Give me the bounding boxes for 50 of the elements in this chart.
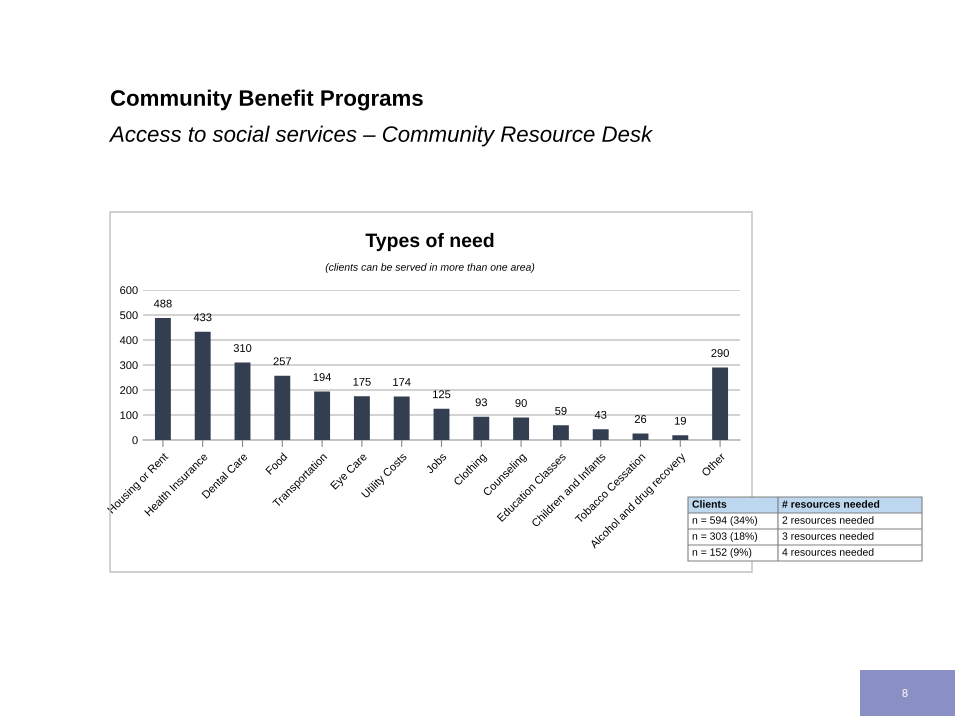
chart-title: Types of need xyxy=(366,232,494,252)
text: n = 152 (9%) xyxy=(692,548,752,558)
text: 2 resources needed xyxy=(782,516,874,524)
bar xyxy=(314,392,330,440)
bar xyxy=(194,332,211,440)
y-tick-label: 100 xyxy=(120,411,138,420)
bar xyxy=(394,396,410,440)
bar xyxy=(234,362,250,440)
bar xyxy=(473,416,490,440)
data-label: 257 xyxy=(274,357,292,366)
data-label: 90 xyxy=(515,399,527,407)
y-tick-label: 300 xyxy=(120,361,138,370)
text: Community Benefit Programs xyxy=(110,90,423,110)
data-label: 310 xyxy=(234,344,252,352)
bar xyxy=(354,396,370,440)
bar xyxy=(712,368,728,440)
data-label: 290 xyxy=(711,349,729,357)
data-label: 175 xyxy=(353,378,371,386)
bar xyxy=(154,318,171,440)
data-label: 194 xyxy=(314,373,332,381)
bar xyxy=(592,429,609,440)
bar xyxy=(672,435,688,440)
text: 3 resources needed xyxy=(782,532,874,540)
text: 4 resources needed xyxy=(782,548,874,556)
bar xyxy=(632,434,648,440)
y-tick-label: 400 xyxy=(120,336,138,344)
data-label: 488 xyxy=(154,300,172,308)
data-label: 19 xyxy=(674,416,686,425)
bar xyxy=(552,425,569,440)
data-label: 59 xyxy=(555,406,567,415)
data-label: 433 xyxy=(194,313,212,322)
bar xyxy=(513,418,530,440)
data-label: 174 xyxy=(393,378,411,386)
data-label: 93 xyxy=(476,398,487,406)
bar xyxy=(434,408,450,440)
text: 8 xyxy=(902,689,908,697)
chart-subtitle: (clients can be served in more than one area) xyxy=(326,263,534,273)
text: n = 303 (18%) xyxy=(692,532,758,542)
text: Access to social services – Community Resource Desk xyxy=(108,126,654,146)
y-tick-label: 500 xyxy=(120,311,138,320)
data-label: 26 xyxy=(634,415,646,423)
text: n = 594 (34%) xyxy=(692,516,758,526)
data-label: 125 xyxy=(433,390,450,398)
y-tick-label: 0 xyxy=(132,436,138,444)
text: Clients xyxy=(692,500,726,508)
y-tick-label: 600 xyxy=(120,286,138,294)
text: # resources needed xyxy=(782,500,880,508)
y-tick-label: 200 xyxy=(120,386,138,394)
bar xyxy=(274,376,290,440)
data-label: 43 xyxy=(594,410,606,419)
